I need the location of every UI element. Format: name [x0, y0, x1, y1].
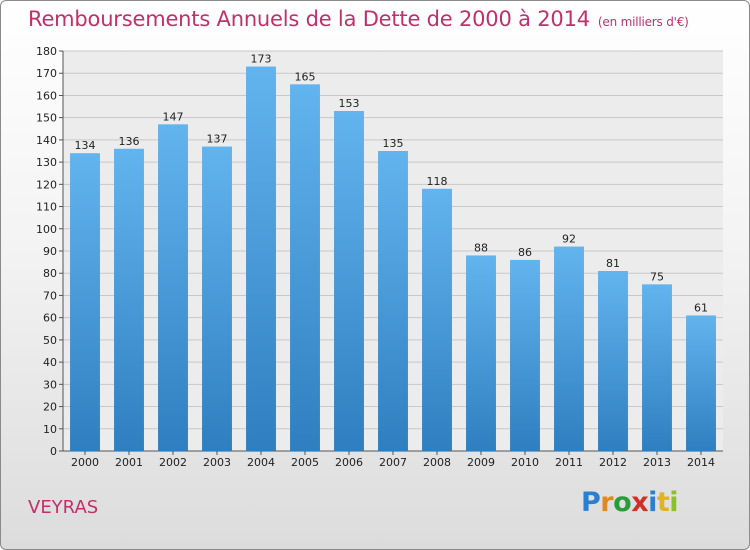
commune-name: VEYRAS [28, 497, 99, 518]
y-tick-label: 60 [43, 312, 57, 325]
y-tick-label: 140 [36, 134, 57, 147]
y-tick-label: 160 [36, 89, 57, 102]
y-tick-label: 150 [36, 112, 57, 125]
bar [202, 146, 232, 452]
x-tick-label: 2006 [335, 456, 363, 469]
y-tick-label: 50 [43, 334, 57, 347]
logo-letter: i [669, 487, 679, 518]
x-tick-label: 2014 [687, 456, 715, 469]
y-tick-label: 10 [43, 423, 57, 436]
data-label: 153 [339, 97, 360, 110]
data-label: 81 [606, 257, 620, 270]
bar [554, 246, 584, 451]
x-tick-label: 2005 [291, 456, 319, 469]
x-tick-label: 2002 [159, 456, 187, 469]
y-tick-label: 0 [50, 445, 57, 458]
x-tick-label: 2008 [423, 456, 451, 469]
x-tick-label: 2004 [247, 456, 275, 469]
data-label: 136 [119, 135, 140, 148]
data-label: 165 [295, 70, 316, 83]
y-tick-label: 180 [36, 45, 57, 58]
logo-letter: t [656, 487, 670, 518]
logo-letter: o [613, 487, 632, 518]
data-label: 137 [207, 133, 228, 146]
logo-letter: x [631, 487, 649, 518]
bar [642, 284, 672, 451]
bar [598, 271, 628, 451]
bar [70, 153, 100, 451]
data-label: 88 [474, 241, 488, 254]
y-tick-label: 70 [43, 289, 57, 302]
x-tick-label: 2000 [71, 456, 99, 469]
y-tick-label: 90 [43, 245, 57, 258]
bar [158, 124, 188, 451]
x-tick-label: 2007 [379, 456, 407, 469]
bar [334, 111, 364, 451]
y-tick-label: 170 [36, 67, 57, 80]
y-tick-label: 20 [43, 401, 57, 414]
logo-letter: P [581, 487, 601, 518]
data-label: 75 [650, 270, 664, 283]
y-tick-label: 100 [36, 223, 57, 236]
proxiti-logo: Proxiti [581, 487, 679, 518]
bar [422, 188, 452, 451]
data-label: 173 [251, 53, 272, 66]
x-tick-label: 2009 [467, 456, 495, 469]
y-tick-label: 40 [43, 356, 57, 369]
data-label: 147 [163, 110, 184, 123]
chart-title: Remboursements Annuels de la Dette de 20… [28, 7, 689, 31]
data-label: 61 [694, 301, 708, 314]
bar [290, 84, 320, 451]
bar [466, 255, 496, 451]
data-label: 135 [383, 137, 404, 150]
x-tick-label: 2012 [599, 456, 627, 469]
y-tick-label: 130 [36, 156, 57, 169]
bar [246, 66, 276, 452]
x-tick-label: 2001 [115, 456, 143, 469]
chart-subtitle: (en milliers d'€) [597, 15, 689, 29]
data-label: 134 [75, 139, 96, 152]
bar [114, 148, 144, 451]
y-tick-label: 120 [36, 178, 57, 191]
y-tick-label: 110 [36, 201, 57, 214]
bar [378, 151, 408, 451]
x-tick-label: 2013 [643, 456, 671, 469]
logo-letter: r [600, 487, 614, 518]
y-tick-label: 80 [43, 267, 57, 280]
x-tick-label: 2011 [555, 456, 583, 469]
data-label: 86 [518, 246, 532, 259]
logo-letter: i [648, 487, 657, 518]
bar [686, 315, 716, 451]
data-label: 118 [427, 175, 448, 188]
x-tick-label: 2010 [511, 456, 539, 469]
y-tick-label: 30 [43, 378, 57, 391]
bar [510, 259, 540, 451]
x-tick-label: 2003 [203, 456, 231, 469]
data-label: 92 [562, 233, 576, 246]
